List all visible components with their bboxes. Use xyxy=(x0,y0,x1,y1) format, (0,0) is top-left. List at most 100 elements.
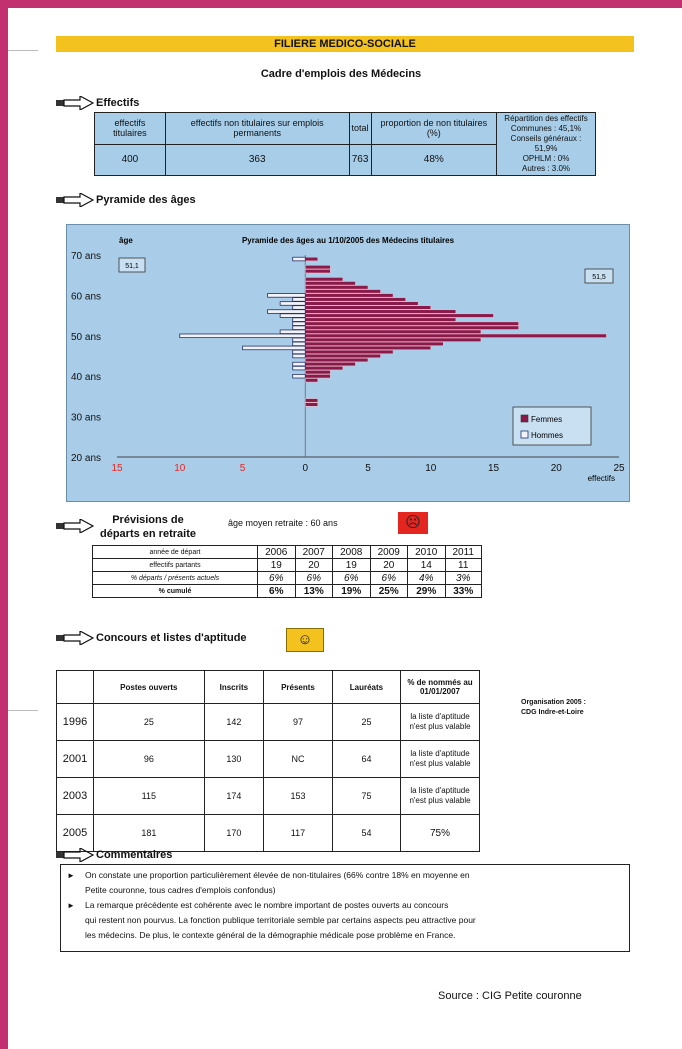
table-cell: 33% xyxy=(444,584,482,598)
x-tick-label: 15 xyxy=(111,463,123,474)
table-cell: 2003 xyxy=(56,777,94,815)
previsions-table: année de départ 2006 2007 2008 2009 2010… xyxy=(92,545,482,598)
hommes-bar xyxy=(292,321,306,326)
hommes-bar xyxy=(242,345,306,351)
repartition-item: Autres : 3.0% xyxy=(522,164,571,173)
hommes-bar xyxy=(267,309,306,314)
table-header: Présents xyxy=(263,670,333,704)
arrow-right-icon xyxy=(56,193,94,207)
table-header xyxy=(56,670,94,704)
table-cell: 400 xyxy=(94,143,166,176)
effectifs-table: effectifs titulaires effectifs non titul… xyxy=(94,112,596,176)
table-cell: 25 xyxy=(331,703,402,741)
table-header: 2010 xyxy=(407,545,446,559)
femmes-bar xyxy=(304,297,406,302)
filiere-banner: FILIERE MEDICO-SOCIALE xyxy=(56,36,634,52)
comment-line: les médecins. De plus, le contexte génér… xyxy=(85,930,456,940)
comment-line: Petite couronne, tous cadres d'emplois c… xyxy=(85,885,276,895)
table-header: 2007 xyxy=(294,545,333,559)
table-cell: 6% xyxy=(332,571,371,585)
femmes-bar xyxy=(304,345,432,351)
chart-title: Pyramide des âges au 1/10/2005 des Médec… xyxy=(242,236,455,245)
hommes-bar xyxy=(267,293,306,298)
section-title-line: Prévisions de xyxy=(112,514,184,526)
table-cell: 13% xyxy=(294,584,333,598)
femmes-bar xyxy=(304,305,432,310)
femmes-bar xyxy=(304,333,607,338)
repartition-cell: Répartition des effectifs Communes : 45,… xyxy=(496,112,596,176)
y-tick-label: 40 ans xyxy=(71,372,101,383)
y-axis-label: âge xyxy=(119,236,133,245)
x-tick-label: 5 xyxy=(240,463,246,474)
section-title: Pyramide des âges xyxy=(96,194,196,206)
organisation-line: Organisation 2005 : xyxy=(521,699,586,706)
table-cell: 75 xyxy=(331,777,402,815)
femmes-bar xyxy=(304,378,319,383)
legend-swatch-hommes xyxy=(520,430,529,439)
table-cell: 29% xyxy=(407,584,446,598)
y-tick-label: 60 ans xyxy=(71,291,101,302)
table-cell: 54 xyxy=(331,814,402,852)
y-tick-label: 70 ans xyxy=(71,251,101,262)
femmes-bar xyxy=(304,357,369,363)
x-tick-label: 25 xyxy=(613,463,625,474)
femmes-bar xyxy=(304,256,319,262)
table-cell: 20 xyxy=(294,558,333,572)
row-label: % départs / présents actuels xyxy=(92,571,258,585)
organisation-line: CDG Indre-et-Loire xyxy=(521,709,584,716)
table-header: Lauréats xyxy=(331,670,402,704)
row-label: % cumulé xyxy=(92,584,258,598)
table-cell: 19 xyxy=(332,558,371,572)
table-cell: 763 xyxy=(348,143,372,176)
femmes-bar xyxy=(304,349,394,355)
femmes-bar xyxy=(304,317,457,322)
femmes-bar xyxy=(304,361,356,367)
crop-mark xyxy=(8,710,38,711)
hommes-bar xyxy=(292,297,306,302)
bullet-icon: ► xyxy=(67,901,75,910)
pyramid-svg: âge Pyramide des âges au 1/10/2005 des Mé… xyxy=(71,236,625,483)
repartition-item: OPHLM : 0% xyxy=(522,154,570,163)
commentaires-box: ► On constate une proportion particulière… xyxy=(60,864,630,952)
section-title: Concours et listes d'aptitude xyxy=(96,632,247,644)
femmes-bar xyxy=(304,313,494,318)
femmes-bar xyxy=(304,341,444,346)
y-tick-label: 50 ans xyxy=(71,332,101,343)
table-cell: 6% xyxy=(257,584,296,598)
hommes-bar xyxy=(292,305,306,310)
femmes-bar xyxy=(304,309,457,314)
repartition-item: Communes : 45,1% xyxy=(510,124,582,133)
table-cell: 3% xyxy=(444,571,482,585)
section-concours: Concours et listes d'aptitude xyxy=(56,631,247,645)
table-header: % de nommés au 01/01/2007 xyxy=(400,670,480,704)
table-cell: 25 xyxy=(93,703,205,741)
table-cell: la liste d'aptitude n'est plus valable xyxy=(400,740,480,778)
table-header: proportion de non titulaires (%) xyxy=(370,112,498,145)
femmes-bar xyxy=(304,398,319,403)
table-cell: NC xyxy=(263,740,333,778)
section-commentaires: Commentaires xyxy=(56,848,172,862)
hommes-bar xyxy=(292,361,306,367)
femmes-bar xyxy=(304,366,344,371)
section-title: Commentaires xyxy=(96,849,173,861)
table-header: 2011 xyxy=(444,545,482,559)
section-previsions-arrow xyxy=(56,519,94,533)
table-cell: 2005 xyxy=(56,814,94,852)
y-tick-label: 30 ans xyxy=(71,413,101,424)
comment-line: ► La remarque précédente est cohérente av… xyxy=(67,898,623,913)
x-tick-label: 10 xyxy=(425,463,437,474)
table-cell: la liste d'aptitude n'est plus valable xyxy=(400,777,480,815)
comment-line: ► On constate une proportion particulière… xyxy=(67,868,623,883)
organisation-note: Organisation 2005 : CDG Indre-et-Loire xyxy=(521,698,586,718)
table-cell: 181 xyxy=(93,814,205,852)
y-tick-label: 20 ans xyxy=(71,453,101,464)
crop-mark xyxy=(8,50,38,51)
arrow-right-icon xyxy=(56,631,94,645)
x-tick-label: 5 xyxy=(365,463,371,474)
femmes-bar xyxy=(304,265,331,270)
mean-age-box-femmes xyxy=(584,268,614,284)
table-cell: 363 xyxy=(164,143,350,176)
femmes-bar xyxy=(304,301,419,306)
comment-text: La remarque précédente est cohérente ave… xyxy=(85,900,449,910)
hommes-bar xyxy=(292,365,306,371)
